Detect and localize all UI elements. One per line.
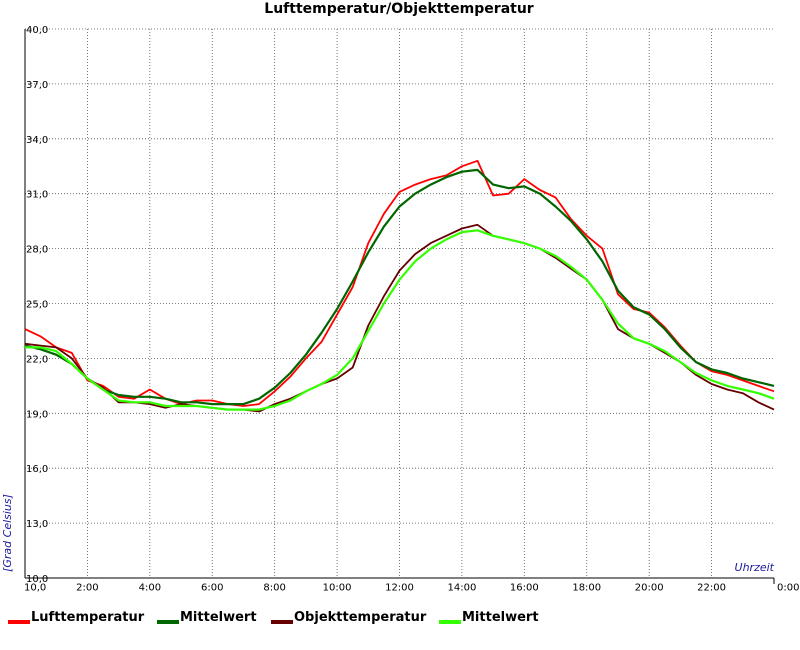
legend-label-4: Mittelwert [462, 610, 539, 625]
series-line-1 [24, 159, 775, 407]
x-tick-label: 22:00 [697, 582, 726, 593]
legend-label-2: Mittelwert [180, 610, 257, 625]
y-tick-label: 28,0 [26, 245, 48, 256]
axis-layer: 10,0 13,0 16,0 19,0 22,0 25,0 28,0 31,0 34,0 37,0… [24, 25, 799, 593]
x-tick-label: 0:00 [777, 582, 799, 593]
origin-tick-label: 10,0 [24, 582, 46, 593]
x-tick-label: 20:00 [635, 582, 664, 593]
y-tick-label: 16,0 [26, 464, 48, 475]
legend-label-3: Objekttemperatur [294, 610, 427, 625]
y-tick-label: 13,0 [26, 519, 48, 530]
y-tick-label: 40,0 [26, 25, 48, 36]
x-axis-label: Uhrzeit [735, 561, 775, 574]
x-tick-label: 10:00 [323, 582, 352, 593]
y-tick-label: 19,0 [26, 409, 48, 420]
y-tick-label: 22,0 [26, 354, 48, 365]
legend: Lufttemperatur Mittelwert Objekttemperatur… [8, 610, 539, 625]
y-tick-label: 10,0 [26, 574, 48, 585]
series-layer [24, 159, 775, 413]
y-tick-label: 25,0 [26, 300, 48, 311]
legend-label-1: Lufttemperatur [31, 610, 145, 625]
x-tick-label: 18:00 [572, 582, 601, 593]
grid-layer [25, 28, 774, 578]
series-line-2 [24, 168, 775, 406]
y-axis-label: [Grad Celsius] [1, 494, 14, 572]
x-tick-label: 4:00 [139, 582, 161, 593]
y-tick-label: 37,0 [26, 80, 48, 91]
x-tick-label: 8:00 [263, 582, 285, 593]
x-tick-label: 12:00 [385, 582, 414, 593]
series-line-4 [25, 229, 775, 411]
y-tick-label: 34,0 [26, 135, 48, 146]
chart-title: Lufttemperatur/Objekttemperatur [264, 1, 534, 17]
y-tick-label: 31,0 [26, 190, 48, 201]
x-tick-label: 2:00 [76, 582, 98, 593]
x-tick-label: 14:00 [448, 582, 477, 593]
x-tick-label: 6:00 [201, 582, 223, 593]
x-tick-label: 16:00 [510, 582, 539, 593]
